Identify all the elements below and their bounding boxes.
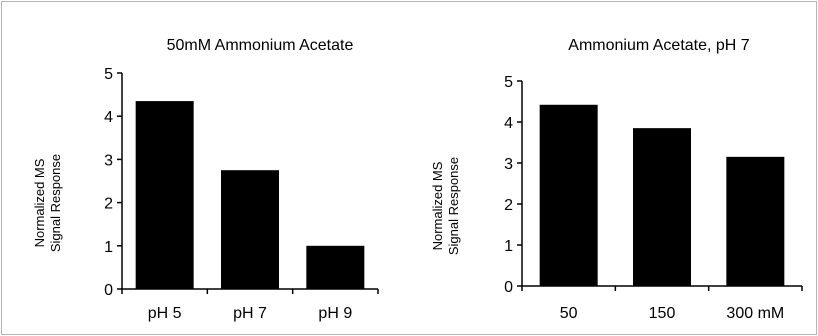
x-tick-label: pH 7 — [233, 305, 267, 322]
x-tick-labels: 50 150 300 mM — [521, 286, 803, 322]
y-axis-label-line1: Normalized MS — [430, 161, 445, 250]
bars — [135, 101, 365, 289]
x-tick-label: pH 5 — [148, 305, 182, 322]
bar — [633, 128, 691, 286]
y-tick-label: 2 — [504, 197, 513, 214]
chart-ph: 50mM Ammonium Acetate Normalized MS Sign… — [32, 37, 379, 322]
y-tick-label: 1 — [104, 239, 113, 256]
y-tick-label: 2 — [104, 196, 113, 213]
x-tick-label: 50 — [560, 305, 578, 322]
y-tick-label: 5 — [504, 74, 513, 91]
chart-title: Ammonium Acetate, pH 7 — [568, 37, 750, 54]
x-tick-labels: pH 5 pH 7 pH 9 — [121, 289, 379, 322]
y-tick-label: 4 — [104, 109, 113, 126]
y-tick-label: 0 — [504, 279, 513, 296]
y-ticks: 0 1 2 3 4 5 — [104, 66, 122, 299]
bar — [135, 101, 194, 289]
bar — [539, 104, 598, 286]
x-tick-label: 300 mM — [726, 305, 784, 322]
y-tick-label: 4 — [504, 115, 513, 132]
y-axis-label-line2: Signal Response — [48, 154, 63, 252]
bars — [539, 104, 785, 286]
y-tick-label: 0 — [104, 282, 113, 299]
x-tick-label: pH 9 — [318, 305, 352, 322]
bar — [221, 170, 279, 289]
y-tick-label: 3 — [504, 156, 513, 173]
chart-concentration: Ammonium Acetate, pH 7 Normalized MS Sig… — [430, 37, 803, 322]
x-tick-label: 150 — [649, 305, 676, 322]
y-tick-label: 1 — [504, 238, 513, 255]
y-ticks: 0 1 2 3 4 5 — [504, 74, 522, 296]
y-axis-label-line1: Normalized MS — [32, 158, 47, 247]
y-tick-label: 5 — [104, 66, 113, 83]
bar — [306, 245, 365, 289]
y-tick-label: 3 — [104, 152, 113, 169]
chart-title: 50mM Ammonium Acetate — [167, 37, 354, 54]
bar — [726, 156, 785, 286]
y-axis-label-line2: Signal Response — [446, 157, 461, 255]
